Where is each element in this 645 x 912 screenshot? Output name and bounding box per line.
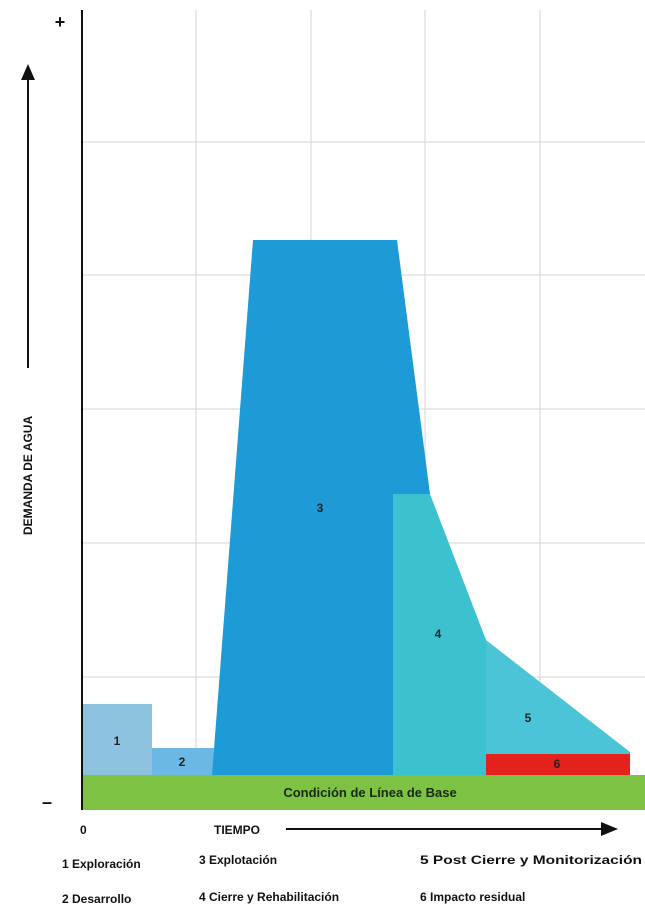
y-axis-arrow-icon (21, 64, 35, 80)
y-axis-minus: – (42, 792, 52, 812)
x-axis-label: TIEMPO (214, 823, 260, 837)
phase-1-label: 1 (114, 734, 121, 748)
y-axis-plus: + (55, 12, 66, 32)
legend-item: 1 Exploración (62, 857, 141, 871)
legend-item: 2 Desarrollo (62, 892, 131, 906)
phase-2-area (152, 748, 214, 775)
phase-6-area (486, 754, 630, 775)
baseline-label: Condición de Línea de Base (283, 785, 456, 800)
legend-item: 5 Post Cierre y Monitorización (420, 853, 642, 867)
x-axis-zero: 0 (80, 823, 87, 837)
phase-1-area (82, 704, 152, 775)
phase-3-label: 3 (317, 501, 324, 515)
phase-4-area (393, 494, 486, 775)
phase-4-label: 4 (435, 627, 442, 641)
baseline-band (82, 775, 645, 810)
phase-5-area (486, 640, 630, 754)
phase-3-area (212, 240, 430, 775)
x-axis-arrow-icon (601, 822, 618, 836)
legend: 1 Exploración 3 Explotación 5 Post Cierr… (62, 853, 642, 906)
legend-item: 6 Impacto residual (420, 890, 525, 904)
y-axis-label: DEMANDA DE AGUA (21, 416, 35, 535)
phase-6-label: 6 (554, 757, 561, 771)
phase-2-label: 2 (179, 755, 186, 769)
phase-5-label: 5 (525, 711, 532, 725)
legend-item: 4 Cierre y Rehabilitación (199, 890, 339, 904)
legend-item: 3 Explotación (199, 853, 277, 867)
